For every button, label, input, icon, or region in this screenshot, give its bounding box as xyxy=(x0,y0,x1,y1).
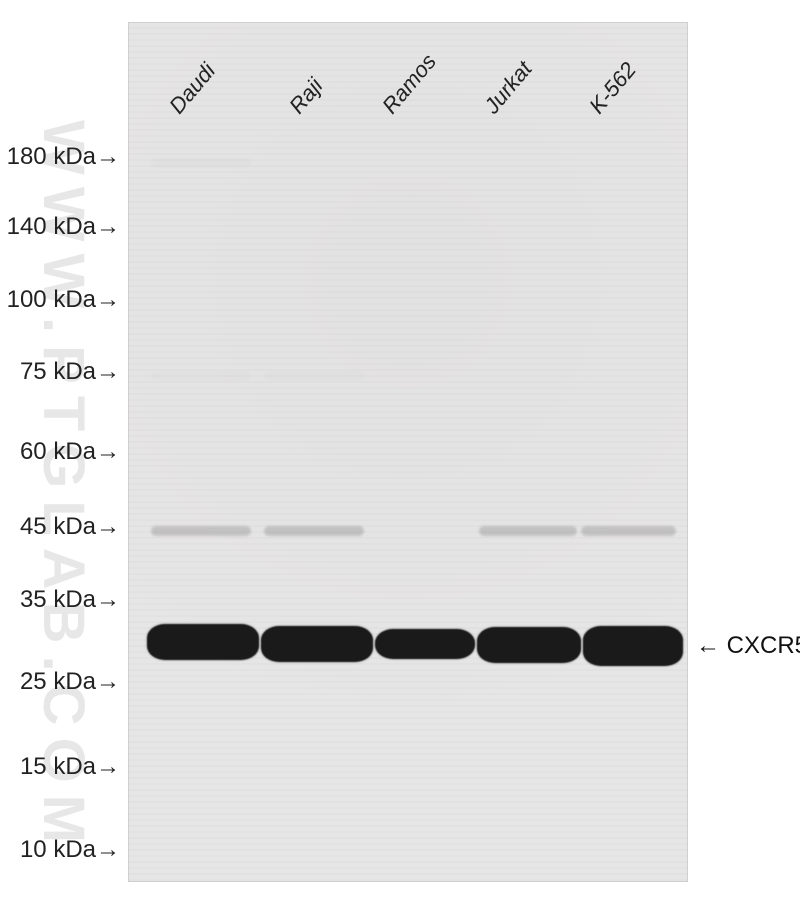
mw-marker-75: 75 kDa→ xyxy=(0,358,120,386)
main-band-row xyxy=(129,627,687,667)
mw-marker-100: 100 kDa→ xyxy=(0,286,120,314)
figure-container: WWW.PTGLAB.COM Daudi Raji Ramos Jurkat K… xyxy=(0,0,800,903)
target-label-cxcr5: ← CXCR5 xyxy=(696,632,800,660)
mw-marker-140: 140 kDa→ xyxy=(0,213,120,241)
faint-band xyxy=(151,371,251,381)
band-lane-5 xyxy=(583,626,683,666)
faint-band xyxy=(264,371,364,381)
faint-band xyxy=(151,158,251,168)
mw-marker-60: 60 kDa→ xyxy=(0,438,120,466)
mw-marker-10: 10 kDa→ xyxy=(0,836,120,864)
faint-band xyxy=(264,526,364,536)
lane-label-4: Jurkat xyxy=(479,56,537,119)
band-lane-2 xyxy=(261,626,373,662)
faint-band xyxy=(581,526,676,536)
band-lane-1 xyxy=(147,624,259,660)
lane-label-5: K-562 xyxy=(584,57,642,119)
mw-marker-35: 35 kDa→ xyxy=(0,586,120,614)
faint-row-180 xyxy=(129,158,687,198)
faint-band xyxy=(479,526,577,536)
band-lane-3 xyxy=(375,629,475,659)
faint-row-45 xyxy=(129,526,687,566)
mw-marker-25: 25 kDa→ xyxy=(0,668,120,696)
mw-marker-15: 15 kDa→ xyxy=(0,753,120,781)
lane-label-1: Daudi xyxy=(164,58,221,119)
mw-marker-45: 45 kDa→ xyxy=(0,513,120,541)
blot-membrane: Daudi Raji Ramos Jurkat K-562 xyxy=(128,22,688,882)
faint-band xyxy=(151,526,251,536)
lane-label-2: Raji xyxy=(284,73,328,119)
lane-label-3: Ramos xyxy=(377,49,442,119)
faint-row-75 xyxy=(129,371,687,411)
mw-marker-180: 180 kDa→ xyxy=(0,143,120,171)
band-lane-4 xyxy=(477,627,581,663)
